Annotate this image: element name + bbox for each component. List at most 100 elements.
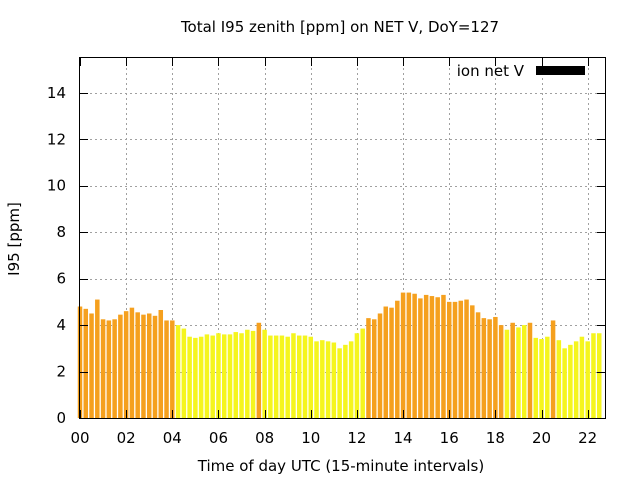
x-tick-label: 04 [163, 429, 182, 447]
bar [406, 292, 412, 418]
bar [279, 335, 285, 418]
bar [446, 301, 452, 418]
y-tick-label: 2 [56, 363, 66, 381]
bar [123, 311, 129, 418]
bar [273, 335, 279, 418]
legend-swatch [536, 66, 585, 75]
x-axis-label: Time of day UTC (15-minute intervals) [197, 457, 484, 475]
x-tick-label: 18 [486, 429, 505, 447]
bar [556, 340, 562, 418]
bar [568, 344, 573, 418]
bar [256, 322, 262, 418]
bar [95, 299, 100, 418]
legend-label: ion net V [457, 62, 525, 80]
bar [504, 329, 510, 418]
bar [268, 335, 273, 418]
bar [464, 299, 469, 418]
x-tick-labels: 00 02 04 06 08 10 12 14 16 18 20 22 [70, 429, 597, 447]
bar [481, 318, 487, 418]
bar [412, 293, 417, 418]
x-tick-label: 00 [70, 429, 89, 447]
bar [198, 336, 204, 418]
bar [470, 305, 475, 418]
legend: ion net V [457, 62, 585, 80]
x-tick-label: 10 [301, 429, 320, 447]
bar [516, 327, 521, 418]
bar [291, 333, 296, 418]
bar [579, 336, 585, 418]
bar [314, 341, 319, 418]
bar [331, 342, 337, 418]
bar [152, 315, 158, 418]
bar [262, 329, 267, 418]
x-tick-label: 12 [347, 429, 366, 447]
bar [395, 300, 400, 418]
x-tick-label: 20 [532, 429, 551, 447]
bar [348, 341, 354, 418]
bar [325, 341, 331, 418]
y-axis-label: I95 [ppm] [5, 202, 23, 276]
bar [510, 322, 515, 418]
bar [441, 294, 446, 418]
bar [366, 318, 371, 418]
y-tick-label: 4 [56, 316, 66, 334]
bar [493, 316, 498, 418]
y-tick-labels: 0 2 4 6 8 10 12 14 [47, 84, 66, 427]
bar [545, 336, 550, 418]
bar [135, 312, 140, 418]
bar [360, 328, 365, 418]
bar [146, 313, 152, 418]
bar [158, 310, 164, 418]
x-tick-label: 16 [440, 429, 459, 447]
bar [400, 292, 406, 418]
bar [204, 334, 210, 418]
bar [250, 330, 256, 418]
bar [227, 334, 233, 418]
bar [498, 325, 504, 418]
bar [285, 336, 290, 418]
bar [164, 320, 169, 418]
bar [383, 306, 389, 418]
bar [187, 336, 192, 418]
plot-border [79, 57, 606, 419]
bar [181, 328, 187, 418]
bar [539, 339, 544, 418]
bar [221, 334, 227, 418]
y-tick-label: 8 [56, 223, 66, 241]
bar [141, 314, 146, 418]
y-tick-label: 0 [56, 409, 66, 427]
bar [354, 333, 360, 418]
ticks [80, 58, 605, 419]
bar [175, 325, 181, 418]
y-tick-label: 12 [47, 130, 66, 148]
bar [112, 319, 117, 418]
bar [308, 336, 314, 418]
bar [418, 298, 423, 418]
bar [533, 337, 539, 418]
bar [435, 297, 440, 418]
x-tick-label: 14 [394, 429, 413, 447]
y-tick-label: 10 [47, 177, 66, 195]
bar [106, 320, 112, 418]
x-tick-label: 22 [578, 429, 597, 447]
bar [337, 348, 342, 418]
y-tick-label: 14 [47, 84, 66, 102]
bar [423, 294, 429, 418]
bar [100, 319, 106, 418]
bar [550, 320, 556, 418]
bar [210, 335, 215, 418]
bar [118, 314, 123, 418]
bar [83, 308, 89, 418]
bar [452, 301, 458, 418]
bar [343, 344, 348, 418]
bar [573, 341, 579, 418]
bar [239, 333, 244, 418]
x-tick-label: 02 [117, 429, 136, 447]
bar [521, 325, 527, 418]
bar [245, 329, 250, 418]
bar [170, 320, 175, 418]
x-tick-label: 06 [209, 429, 228, 447]
bars [77, 292, 602, 418]
bar [296, 335, 302, 418]
